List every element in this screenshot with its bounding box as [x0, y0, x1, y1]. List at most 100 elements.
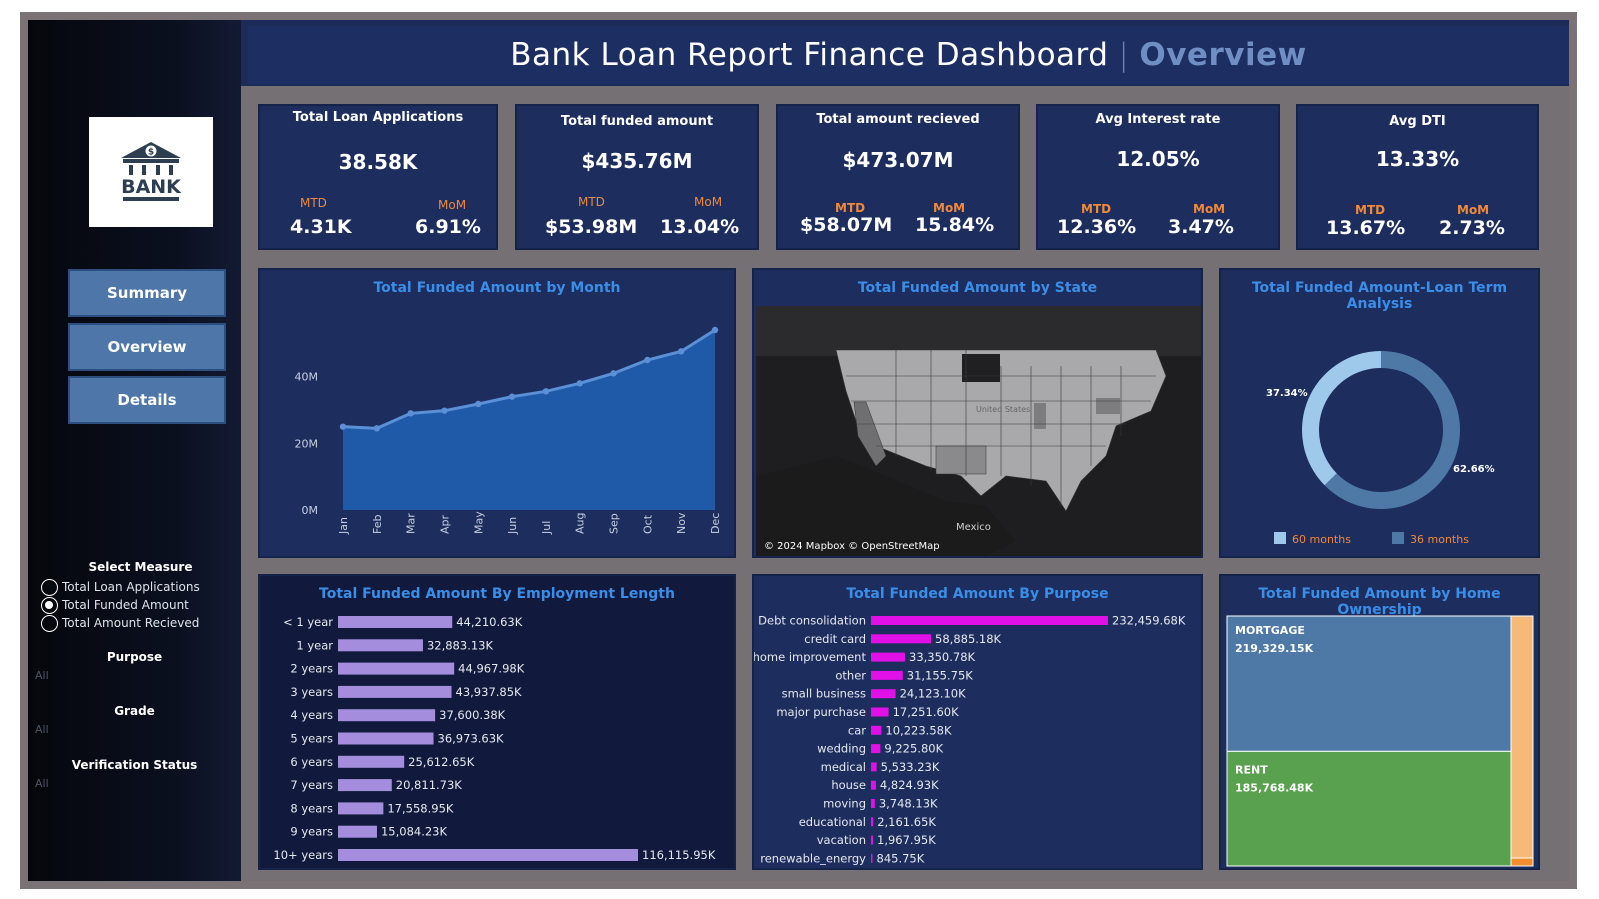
panel-title: Total Funded Amount-Loan Term Analysis: [1251, 280, 1508, 312]
data-label: 37,600.38K: [439, 708, 506, 722]
kpi-value: $435.76M: [581, 149, 693, 173]
category-label: credit card: [804, 632, 866, 646]
data-point: [576, 380, 583, 387]
x-tick-label: Dec: [709, 513, 722, 534]
kpi-mtd-value: 12.36%: [1057, 216, 1137, 238]
data-point: [373, 425, 381, 432]
data-label: 24,123.10K: [900, 687, 967, 701]
purpose-filter-title: Purpose: [106, 650, 163, 664]
data-point: [508, 393, 516, 400]
kpi-mtd-label: MTD: [1081, 202, 1112, 216]
purpose-chart-panel: Total Funded Amount By Purpose Debt cons…: [752, 574, 1203, 870]
data-label: 43,937.85K: [456, 685, 523, 699]
x-tick-label: Nov: [675, 512, 688, 534]
data-label: 33,350.78K: [909, 650, 976, 664]
kpi-title: Total funded amount: [560, 114, 714, 129]
data-label: 232,459.68K: [1112, 614, 1186, 628]
treemap-value: 185,768.48K: [1235, 781, 1314, 794]
radio-icon[interactable]: [41, 614, 58, 632]
kpi-mtd-label: MTD: [835, 201, 866, 215]
data-label: 31,155.75K: [907, 668, 974, 682]
kpi-mtd-value: $53.98M: [545, 216, 638, 238]
kpi-mtd-label: MTD: [1355, 203, 1386, 217]
category-label: 6 years: [290, 755, 333, 769]
bar: [338, 802, 384, 815]
category-label: 2 years: [290, 662, 333, 676]
employment-chart-panel: Total Funded Amount By Employment Length…: [258, 574, 736, 870]
bar: [338, 639, 423, 652]
treemap-label: MORTGAGE: [1235, 624, 1305, 637]
state-map[interactable]: United States Mexico © 2024 Mapbox © Ope…: [756, 306, 1201, 556]
category-label: car: [848, 723, 866, 737]
bar: [338, 755, 405, 768]
radio-selected-icon[interactable]: [41, 596, 58, 614]
measure-option-applications[interactable]: Total Loan Applications: [41, 578, 241, 596]
bar: [338, 709, 436, 722]
kpi-mom-value: 13.04%: [660, 216, 740, 238]
legend-swatch: [1274, 532, 1286, 544]
month-area-chart: 0M 20M 40M Jan Feb Mar Apr May Jun Jul Aug Sep Oct No…: [295, 326, 722, 535]
bar: [871, 853, 873, 863]
category-label: 5 years: [290, 732, 333, 746]
dashboard-frame: Bank Loan Report Finance Dashboard | Ove…: [20, 12, 1577, 889]
bar: [338, 779, 392, 792]
x-tick-label: Jan: [337, 517, 350, 535]
data-label: 25,612.65K: [408, 755, 475, 769]
bar: [338, 732, 434, 745]
kpi-value: 38.58K: [338, 150, 418, 174]
bank-logo: $ BANK: [89, 117, 213, 227]
data-label: 44,967.98K: [458, 662, 525, 676]
bar: [338, 662, 455, 675]
bar: [338, 849, 638, 861]
kpi-title: Total Loan Applications: [292, 110, 464, 125]
dashboard: Bank Loan Report Finance Dashboard | Ove…: [28, 20, 1569, 881]
treemap-cell-small: [1510, 857, 1534, 867]
filters-panel: Select Measure Total Loan Applications T…: [28, 560, 241, 790]
category-label: other: [835, 668, 866, 682]
nav-summary-button[interactable]: Summary: [68, 269, 226, 317]
home-chart-panel: Total Funded Amount by Home Ownership MO…: [1219, 574, 1540, 870]
measure-option-funded[interactable]: Total Funded Amount: [41, 596, 241, 614]
category-label: 9 years: [290, 825, 333, 839]
logo-text: BANK: [121, 176, 182, 198]
bar: [871, 835, 874, 845]
category-label: 8 years: [290, 801, 333, 815]
data-label: 17,251.60K: [893, 705, 960, 719]
nav-details-button[interactable]: Details: [68, 376, 226, 424]
kpi-value: $473.07M: [842, 148, 954, 172]
category-label: vacation: [817, 833, 866, 847]
data-label: 5,533.23K: [881, 760, 940, 774]
x-tick-label: Jun: [506, 517, 519, 535]
data-label: 58,885.18K: [935, 632, 1002, 646]
legend-label: 60 months: [1292, 533, 1351, 546]
title-accent: Overview: [1139, 37, 1307, 73]
bar: [871, 652, 906, 662]
category-label: home improvement: [754, 650, 866, 664]
home-treemap: MORTGAGE 219,329.15K RENT 185,768.48K: [1226, 615, 1534, 867]
map-label-us: United States: [976, 405, 1030, 414]
term-chart-panel: Total Funded Amount-Loan Term Analysis 3…: [1219, 268, 1540, 558]
page-title: Bank Loan Report Finance Dashboard | Ove…: [248, 26, 1569, 84]
slice-label: 37.34%: [1266, 388, 1308, 399]
svg-text:$: $: [148, 148, 154, 158]
verification-filter-value[interactable]: All: [35, 777, 49, 790]
bar: [871, 670, 903, 680]
measure-option-received[interactable]: Total Amount Recieved: [41, 614, 241, 632]
kpi-card-interest: Avg Interest rate 12.05% MTD MoM 12.36% …: [1036, 104, 1280, 250]
bar: [871, 817, 874, 827]
grade-filter-value[interactable]: All: [35, 723, 49, 736]
data-label: 32,883.13K: [427, 638, 494, 652]
radio-icon[interactable]: [41, 578, 58, 596]
purpose-filter-value[interactable]: All: [35, 669, 49, 682]
bar: [871, 799, 875, 808]
donut-slice: [1324, 351, 1460, 509]
treemap-cell-other: [1510, 615, 1534, 859]
category-label: educational: [799, 815, 866, 829]
kpi-card-funded: Total funded amount $435.76M MTD MoM $53…: [515, 104, 759, 250]
bar: [871, 616, 1108, 625]
kpi-mtd-label: MTD: [578, 195, 605, 209]
title-main: Bank Loan Report Finance Dashboard: [510, 37, 1109, 73]
data-label: 4,824.93K: [880, 778, 939, 792]
kpi-card-received: Total amount recieved $473.07M MTD MoM $…: [776, 104, 1020, 250]
nav-overview-button[interactable]: Overview: [68, 323, 226, 371]
